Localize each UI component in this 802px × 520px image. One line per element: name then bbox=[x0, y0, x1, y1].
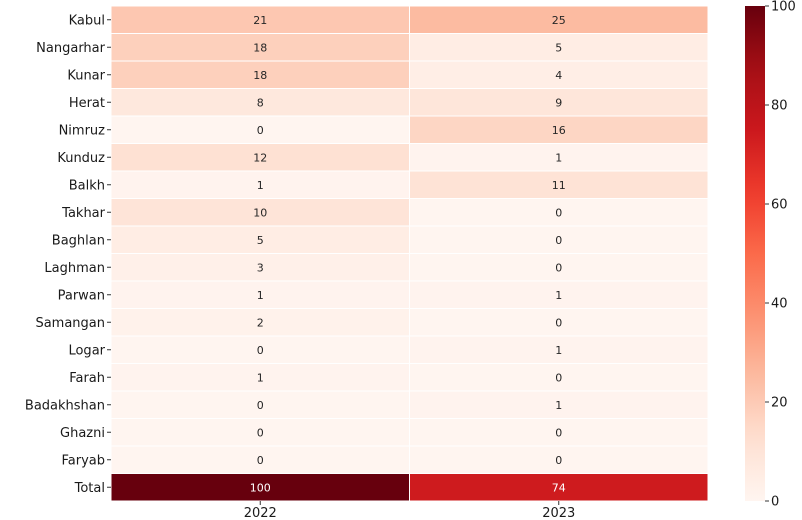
row-label: Kunar bbox=[67, 68, 105, 83]
cell-value-label: 0 bbox=[257, 124, 264, 137]
column-labels: 2022 2023 bbox=[244, 501, 575, 520]
heatmap-cell bbox=[110, 308, 410, 337]
cell-value-label: 1 bbox=[555, 151, 562, 164]
row-label: Samangan bbox=[35, 316, 105, 331]
row-label: Total bbox=[74, 481, 105, 496]
heatmap-cell bbox=[409, 253, 709, 282]
heatmap-cell bbox=[409, 363, 709, 392]
colorbar-tick-label: 20 bbox=[771, 396, 788, 411]
row-label: Herat bbox=[69, 96, 105, 111]
cell-value-label: 0 bbox=[257, 454, 264, 467]
heatmap-cell bbox=[409, 198, 709, 227]
heatmap-cell bbox=[409, 60, 709, 89]
row-label: Kabul bbox=[69, 13, 105, 28]
heatmap-cell bbox=[409, 335, 709, 364]
row-label: Laghman bbox=[44, 261, 105, 276]
heatmap-cell bbox=[409, 390, 709, 419]
column-label: 2023 bbox=[542, 506, 575, 520]
heatmap-cell bbox=[110, 253, 410, 282]
row-label: Badakhshan bbox=[25, 398, 105, 413]
colorbar-gradient bbox=[745, 6, 765, 501]
row-label: Ghazni bbox=[60, 426, 105, 441]
cell-value-label: 1 bbox=[257, 179, 264, 192]
row-label: Kunduz bbox=[57, 151, 105, 166]
cell-value-label: 25 bbox=[552, 14, 566, 27]
cell-value-label: 5 bbox=[555, 41, 562, 54]
cell-value-label: 1 bbox=[257, 289, 264, 302]
cell-value-label: 0 bbox=[257, 399, 264, 412]
colorbar-tick-label: 100 bbox=[771, 0, 796, 15]
cell-value-label: 8 bbox=[257, 96, 264, 109]
cell-value-label: 12 bbox=[253, 151, 267, 164]
colorbar-tick-label: 0 bbox=[771, 495, 779, 510]
cell-value-label: 0 bbox=[555, 371, 562, 384]
row-label: Baghlan bbox=[52, 233, 105, 248]
cell-value-label: 4 bbox=[555, 69, 562, 82]
cell-value-label: 0 bbox=[555, 234, 562, 247]
colorbar: 0 20 40 60 80 100 bbox=[745, 0, 796, 510]
heatmap-cell bbox=[409, 115, 709, 144]
row-label: Faryab bbox=[61, 453, 105, 468]
heatmap-cell bbox=[110, 5, 410, 34]
row-label: Balkh bbox=[69, 178, 105, 193]
heatmap-cell bbox=[110, 33, 410, 62]
row-label: Logar bbox=[68, 343, 105, 358]
cell-value-label: 1 bbox=[555, 399, 562, 412]
cell-value-label: 0 bbox=[555, 426, 562, 439]
cell-value-label: 1 bbox=[555, 289, 562, 302]
cell-value-label: 74 bbox=[552, 481, 566, 494]
cell-value-label: 3 bbox=[257, 261, 264, 274]
heatmap-cell bbox=[409, 5, 709, 34]
cell-value-label: 9 bbox=[555, 96, 562, 109]
heatmap-cell bbox=[409, 473, 709, 502]
heatmap-cell bbox=[409, 143, 709, 172]
cell-value-label: 18 bbox=[253, 69, 267, 82]
heatmap-cell bbox=[110, 280, 410, 309]
heatmap-cell bbox=[409, 308, 709, 337]
cell-value-label: 0 bbox=[257, 344, 264, 357]
cell-value-label: 1 bbox=[555, 344, 562, 357]
cell-value-label: 0 bbox=[555, 316, 562, 329]
cell-value-label: 100 bbox=[250, 481, 271, 494]
column-label: 2022 bbox=[244, 506, 277, 520]
cell-value-label: 18 bbox=[253, 41, 267, 54]
heatmap-cell bbox=[110, 418, 410, 447]
heatmap-cell bbox=[409, 225, 709, 254]
heatmap-cell bbox=[110, 363, 410, 392]
cell-value-label: 0 bbox=[555, 206, 562, 219]
cell-value-label: 0 bbox=[257, 426, 264, 439]
heatmap-cell bbox=[110, 390, 410, 419]
heatmap-cell bbox=[409, 33, 709, 62]
colorbar-tick-label: 60 bbox=[771, 198, 788, 213]
row-label: Nimruz bbox=[59, 123, 106, 138]
cell-value-label: 0 bbox=[555, 454, 562, 467]
cell-value-label: 0 bbox=[555, 261, 562, 274]
cell-value-label: 10 bbox=[253, 206, 267, 219]
colorbar-tick-label: 80 bbox=[771, 99, 788, 114]
row-label: Takhar bbox=[61, 206, 105, 221]
heatmap-cell bbox=[409, 170, 709, 199]
cell-value-label: 21 bbox=[253, 14, 267, 27]
heatmap-cell bbox=[409, 88, 709, 117]
cell-value-label: 2 bbox=[257, 316, 264, 329]
cell-value-label: 11 bbox=[552, 179, 566, 192]
row-label: Parwan bbox=[58, 288, 105, 303]
cell-value-label: 16 bbox=[552, 124, 566, 137]
heatmap-cell bbox=[409, 280, 709, 309]
row-label: Nangarhar bbox=[36, 41, 105, 56]
cell-value-label: 5 bbox=[257, 234, 264, 247]
colorbar-tick-label: 40 bbox=[771, 297, 788, 312]
row-labels: Kabul Nangarhar Kunar Herat Nimruz Kunduz Balk… bbox=[25, 13, 111, 496]
cell-value-label: 1 bbox=[257, 371, 264, 384]
row-label: Farah bbox=[69, 371, 105, 386]
